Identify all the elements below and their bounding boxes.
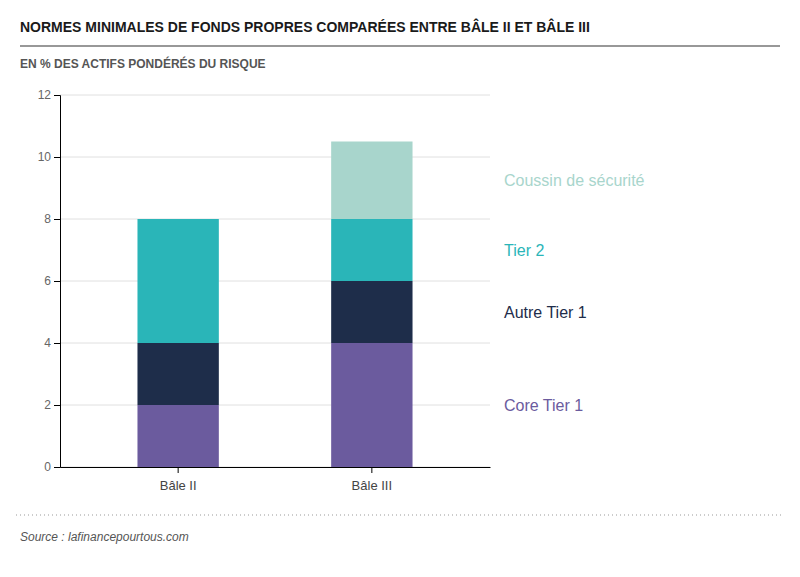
y-tick-mark [54,467,60,468]
series [331,142,412,220]
y-axis: 0 2 4 6 8 10 12 [38,88,61,474]
x-tick-label: Bâle II [160,478,197,493]
grid-line [60,467,490,468]
x-axis-line [61,467,491,468]
y-axis-line [54,96,61,468]
y-tick: 4 [44,336,60,350]
bar-segment [137,219,218,220]
y-tick-mark [54,405,60,406]
bar-segment [331,142,412,220]
bar-segment [137,219,218,343]
y-tick-label: 2 [44,398,51,412]
bar-segment [331,343,412,467]
grid-line [60,343,490,344]
series [137,219,412,343]
title: NORMES MINIMALES DE FONDS PROPRES COMPAR… [20,18,590,35]
y-tick-mark [54,157,60,158]
x-tick: Bâle III [352,467,392,493]
y-tick-label: 6 [44,274,51,288]
y-tick: 0 [44,460,60,474]
y-tick: 12 [38,88,60,102]
y-tick: 2 [44,398,60,412]
chart: NORMES MINIMALES DE FONDS PROPRES COMPAR… [0,0,800,577]
y-tick-mark [54,281,60,282]
grid [60,95,490,467]
legend-entry: Coussin de sécurité [504,172,645,189]
x-tick-label: Bâle III [352,478,392,493]
grid-line [60,157,490,158]
y-tick: 8 [44,212,60,226]
grid-line [60,95,490,96]
legend-entry: Core Tier 1 [504,397,583,414]
bar-segment [137,405,218,467]
bar-segment [331,219,412,281]
y-tick: 6 [44,274,60,288]
y-tick-label: 0 [44,460,51,474]
x-tick-mark [178,467,179,473]
legend: Coussin de sécurité Tier 2 Autre Tier 1 Cor… [504,172,645,414]
y-tick-mark [54,95,60,96]
grid-line [60,281,490,282]
bar-segment [331,281,412,343]
y-tick-mark [54,343,60,344]
grid-line [60,219,490,220]
y-tick-label: 4 [44,336,51,350]
y-tick-mark [54,219,60,220]
separator [16,515,784,516]
legend-entry: Tier 2 [504,242,544,259]
subtitle: EN % DES ACTIFS PONDÉRÉS DU RISQUE [20,56,266,71]
y-tick: 10 [38,150,60,164]
source: Source : lafinancepourtous.com [20,530,189,544]
x-axis: Bâle II Bâle III [61,467,491,493]
x-tick-mark [371,467,372,473]
series [137,343,412,467]
x-tick: Bâle II [160,467,197,493]
grid-line [60,405,490,406]
y-tick-label: 8 [44,212,51,226]
bars [137,142,412,468]
plot: 0 2 4 6 8 10 12 Bâle II Bâle III [38,88,491,493]
bar-segment [137,343,218,405]
y-tick-label: 12 [38,88,52,102]
y-tick-label: 10 [38,150,52,164]
legend-entry: Autre Tier 1 [504,304,587,321]
title-rule [20,45,780,46]
